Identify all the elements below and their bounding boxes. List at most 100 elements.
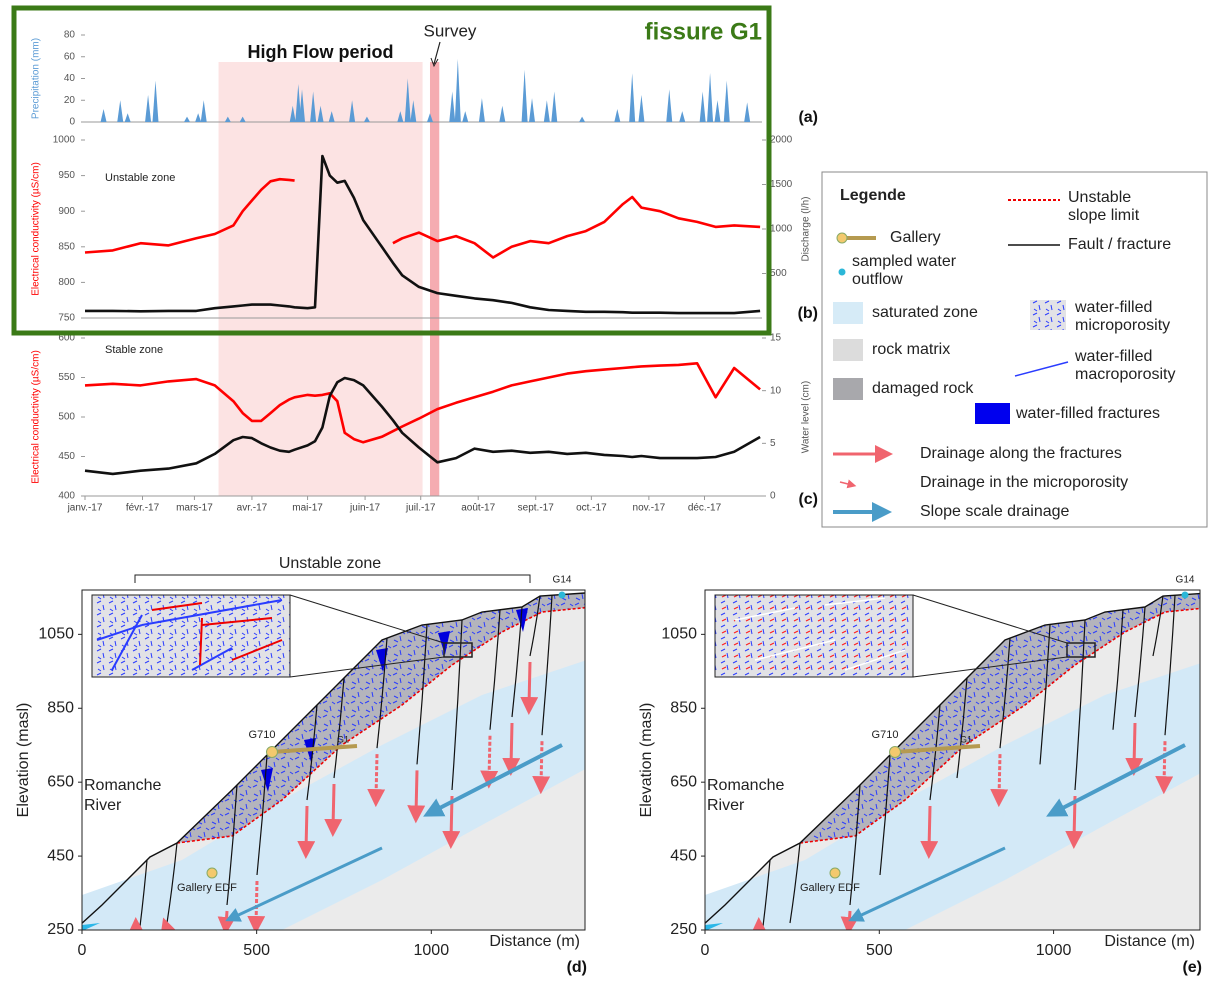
precipitation-spike	[295, 83, 302, 122]
y2-tick-label: 1000	[770, 224, 793, 235]
inset-macro	[754, 639, 836, 661]
y2-tick-label: 0	[770, 491, 776, 502]
x-tick-label: 0	[701, 942, 710, 959]
zoom-line	[289, 656, 445, 678]
river-label: River	[84, 797, 122, 814]
x-tick-label: déc.-17	[688, 503, 722, 514]
fault	[879, 754, 891, 876]
y-axis-label: Electrical conductivity (µS/cm)	[31, 162, 42, 296]
fault	[333, 677, 345, 779]
precipitation-spike	[363, 116, 370, 122]
y2-tick-label: 15	[770, 333, 782, 344]
x-tick-label: nov.-17	[633, 503, 666, 514]
precipitation-spike	[543, 100, 550, 122]
precipitation-spike	[454, 58, 461, 122]
saturated-zone	[705, 663, 1200, 930]
y-tick-label: 0	[69, 117, 75, 128]
legend-label: rock matrix	[872, 341, 950, 358]
precipitation-spike	[699, 91, 706, 122]
y-tick-label: 500	[58, 412, 75, 423]
y-tick-label: 20	[64, 95, 76, 106]
precipitation-spike	[714, 100, 721, 122]
gallery-edf	[206, 867, 218, 879]
precipitation-spike	[723, 80, 730, 122]
precipitation-spike	[499, 105, 506, 122]
y-tick-label: 450	[47, 847, 74, 864]
inset-macro	[824, 597, 886, 606]
fault	[1074, 619, 1086, 791]
drainage-arrow	[324, 783, 343, 837]
y-tick-label: 600	[58, 333, 75, 344]
y-tick-label: 850	[47, 699, 74, 716]
precipitation-spike	[117, 100, 124, 122]
legend-swatch	[1030, 300, 1066, 330]
legend-label: Unstable	[1068, 189, 1131, 206]
survey-label: Survey	[424, 21, 477, 40]
slope-drainage	[225, 846, 383, 922]
y-tick-label: 450	[670, 847, 697, 864]
y2-tick-label: 500	[770, 268, 787, 279]
y-tick-label: 550	[58, 372, 75, 383]
fault	[929, 704, 941, 801]
legend-label: outflow	[852, 271, 903, 288]
drainage-arrow	[502, 722, 521, 776]
x-axis-label: Distance (m)	[489, 933, 580, 950]
spring-label: G14	[553, 575, 572, 586]
y2-tick-label: 10	[770, 385, 782, 396]
legend-swatch	[833, 339, 863, 361]
inset-fracture	[111, 614, 143, 671]
precipitation-spike	[529, 98, 536, 122]
drainage-arrow	[990, 754, 1009, 808]
x-tick-label: juil.-17	[405, 503, 436, 514]
fault	[376, 638, 388, 749]
x-tick-label: avr.-17	[237, 503, 268, 514]
gallery-entrance	[266, 746, 278, 758]
precipitation-spike	[184, 116, 191, 122]
fault	[489, 609, 501, 730]
fault	[999, 638, 1011, 749]
y2-axis-label: Discharge (l/h)	[801, 196, 812, 261]
zone-bracket	[134, 574, 531, 583]
y-tick-label: 850	[58, 241, 75, 252]
gallery-edf	[829, 867, 841, 879]
y-tick-label: 950	[58, 170, 75, 181]
precipitation-spike	[397, 111, 404, 122]
frame	[81, 589, 586, 931]
slope-drainage	[423, 743, 563, 817]
fault	[256, 754, 268, 876]
precipitation-spike	[239, 116, 246, 122]
y-tick-label: 800	[58, 277, 75, 288]
unstable-limit	[176, 606, 585, 844]
legend-swatch	[836, 232, 848, 244]
x-tick-label: janv.-17	[67, 503, 103, 514]
series-line	[84, 362, 761, 444]
legend-swatch	[839, 479, 857, 489]
drainage-arrow	[920, 805, 939, 859]
period-shade	[218, 62, 423, 496]
fault	[1112, 609, 1124, 730]
fault	[789, 842, 801, 924]
precipitation-spike	[299, 89, 306, 122]
drainage-arrow	[367, 754, 386, 808]
precipitation-spike	[629, 73, 636, 122]
fault	[849, 784, 861, 906]
precipitation-spike	[638, 94, 645, 122]
legend-label: damaged rock	[872, 380, 974, 397]
legend-label: Drainage along the fractures	[920, 445, 1122, 462]
y-tick-label: 450	[58, 451, 75, 462]
legend: Legende Unstable slope limit Gallery Fau…	[821, 171, 1208, 528]
survey-arrowhead	[430, 57, 439, 68]
legend-label: Drainage in the microporosity	[920, 474, 1128, 491]
legend-title: Legende	[840, 187, 906, 204]
y-tick-label: 1050	[661, 626, 697, 643]
x-tick-label: févr.-17	[126, 503, 160, 514]
panel-label: (e)	[1182, 959, 1202, 976]
precipitation-spike	[744, 102, 751, 122]
precipitation-spike	[145, 94, 152, 122]
section-body	[705, 592, 1200, 930]
precipitation-spike	[449, 91, 456, 122]
x-tick-label: 0	[78, 942, 87, 959]
highlight-frame	[11, 5, 772, 336]
precipitation-spike	[289, 105, 296, 122]
fault	[1134, 606, 1146, 718]
